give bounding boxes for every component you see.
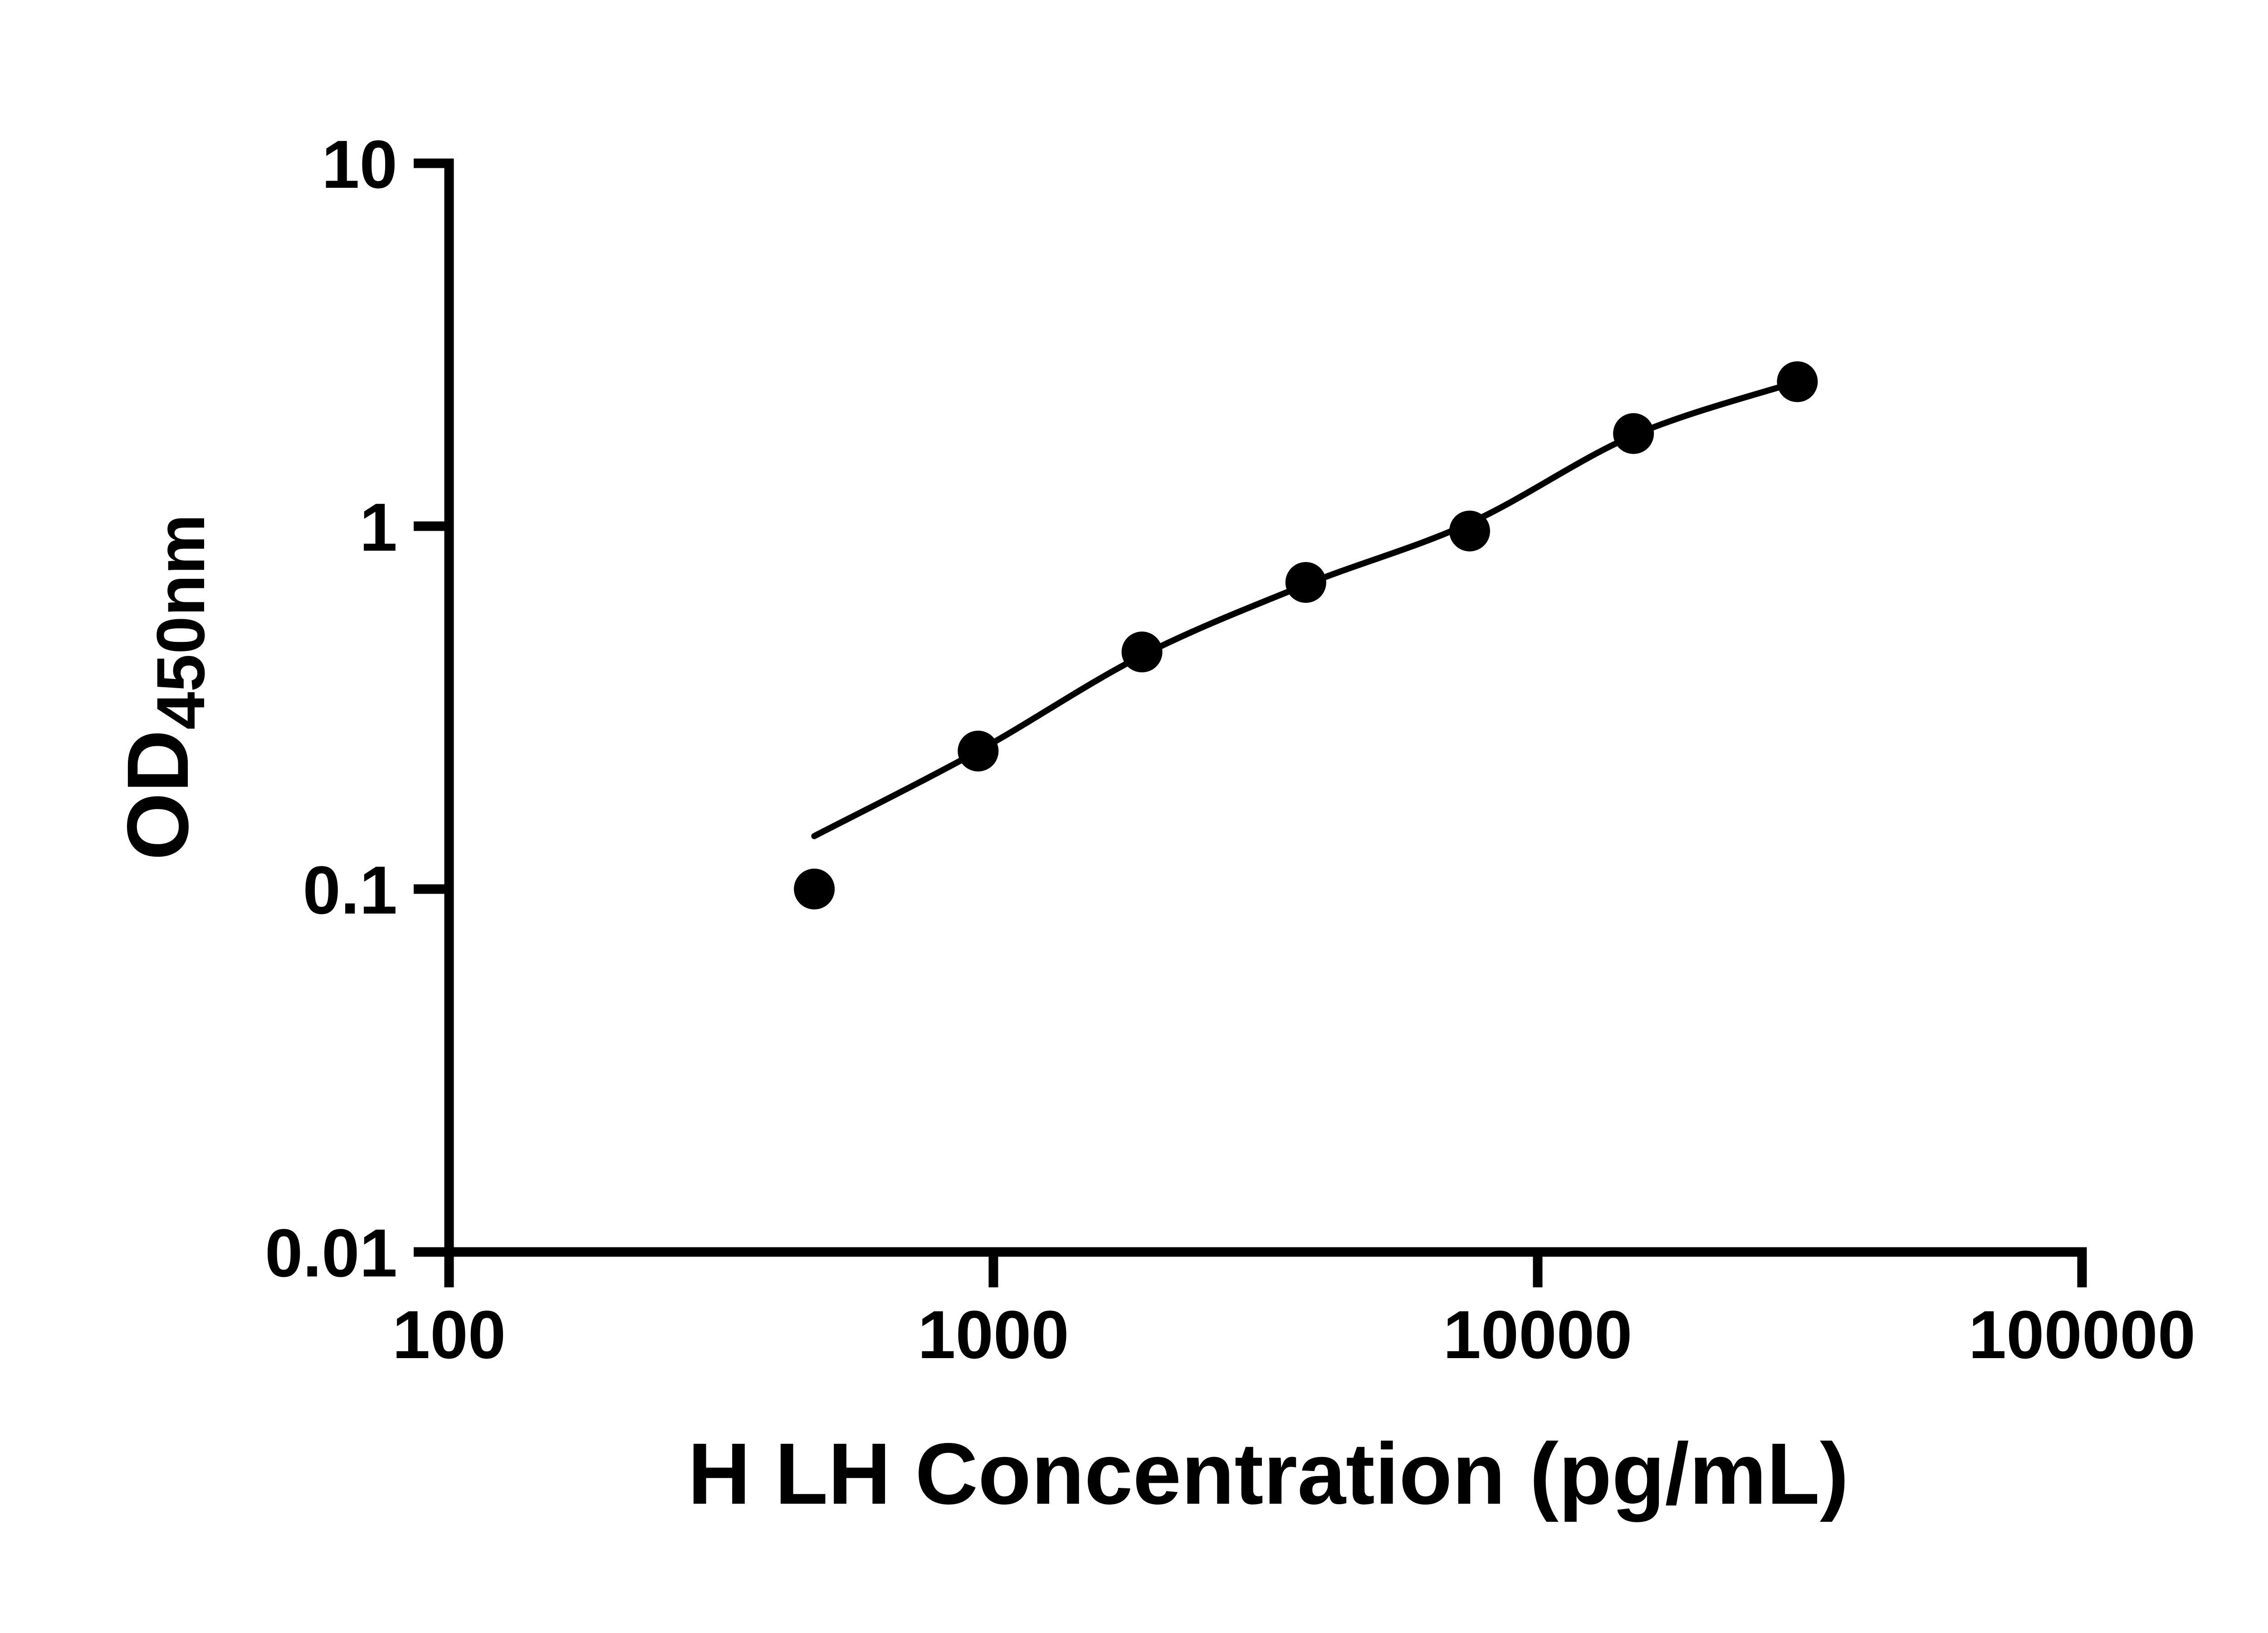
data-point	[1121, 631, 1163, 673]
y-tick-label: 10	[322, 126, 397, 202]
svg-text:OD450nm: OD450nm	[109, 514, 219, 860]
y-axis: 0.01 0.1 1 10	[265, 126, 449, 1291]
y-tick-label: 0.1	[303, 852, 397, 928]
data-point	[958, 730, 999, 772]
x-tick-label: 10000	[1443, 1296, 1632, 1373]
y-axis-title-subscript: 450nm	[142, 514, 219, 729]
y-axis-title: OD450nm	[109, 514, 219, 860]
data-point	[794, 868, 835, 909]
data-point	[1449, 510, 1490, 552]
data-series	[794, 361, 1818, 909]
x-tick-label: 100000	[1969, 1296, 2196, 1373]
data-point	[1777, 361, 1818, 402]
x-axis-title: H LH Concentration (pg/mL)	[688, 1425, 1849, 1522]
y-tick-label: 0.01	[265, 1215, 397, 1291]
data-point	[1285, 562, 1326, 603]
fit-line	[811, 378, 1801, 839]
data-point	[1613, 413, 1654, 454]
x-axis: 100 1000 10000 100000	[392, 1252, 2195, 1373]
y-tick-label: 1	[360, 489, 397, 565]
x-tick-label: 100	[392, 1296, 506, 1373]
axis-frame	[444, 158, 2087, 1257]
y-axis-title-main: OD	[109, 730, 206, 861]
x-tick-label: 1000	[918, 1296, 1069, 1373]
